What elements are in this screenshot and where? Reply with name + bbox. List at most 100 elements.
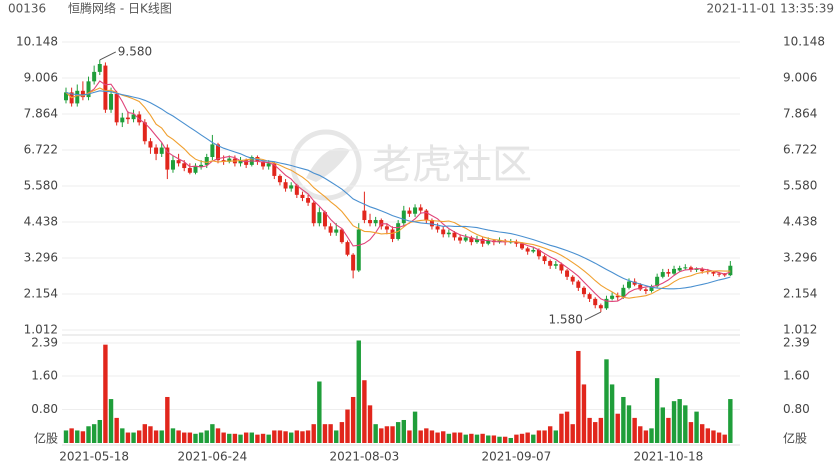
candle-body bbox=[277, 175, 282, 183]
y-tick-label: 3.296 bbox=[24, 251, 58, 265]
y-tick-label-right: 1.012 bbox=[783, 323, 817, 337]
volume-bar bbox=[317, 381, 322, 443]
volume-bar bbox=[666, 417, 671, 443]
candle-body bbox=[570, 276, 575, 282]
candle-body bbox=[441, 229, 446, 235]
candle-body bbox=[300, 194, 305, 198]
volume-bar bbox=[339, 422, 345, 443]
volume-bar bbox=[142, 424, 148, 443]
volume-bar bbox=[69, 428, 74, 443]
volume-bar bbox=[649, 428, 654, 443]
y-tick-label-right: 10.148 bbox=[783, 35, 825, 49]
candle-body bbox=[125, 117, 130, 120]
x-tick-label: 2021-06-24 bbox=[178, 450, 248, 464]
volume-bar bbox=[699, 424, 705, 443]
candle-body bbox=[322, 212, 327, 227]
volume-bar bbox=[508, 437, 513, 443]
volume-bar bbox=[260, 433, 266, 443]
volume-bar bbox=[255, 434, 260, 443]
volume-bar bbox=[153, 430, 159, 443]
candle-body bbox=[339, 229, 344, 243]
volume-bar bbox=[598, 417, 604, 443]
candle-body bbox=[120, 117, 125, 123]
candle-body bbox=[311, 202, 316, 224]
candle-body bbox=[435, 226, 440, 230]
candle-body bbox=[294, 185, 299, 195]
volume-bar bbox=[683, 405, 688, 443]
min-label: 1.580 bbox=[548, 313, 582, 327]
stock-code: 00136 bbox=[8, 2, 46, 16]
candle-body bbox=[193, 166, 198, 173]
candle-body bbox=[474, 238, 479, 243]
volume-bar bbox=[187, 432, 193, 443]
candle-body bbox=[351, 254, 356, 271]
volume-bar bbox=[238, 434, 243, 443]
candle-body bbox=[542, 256, 547, 262]
candle-body bbox=[148, 141, 153, 148]
candle-body bbox=[565, 270, 570, 277]
candle-body bbox=[142, 122, 147, 142]
candle-body bbox=[638, 284, 643, 290]
candle-body bbox=[655, 276, 660, 287]
volume-bar bbox=[193, 433, 198, 443]
volume-bar bbox=[525, 432, 530, 443]
volume-bar bbox=[108, 399, 114, 443]
candle-body bbox=[452, 232, 457, 238]
candle-body bbox=[92, 71, 97, 82]
volume-bar bbox=[356, 340, 361, 443]
x-tick-label: 2021-10-18 bbox=[634, 450, 704, 464]
volume-bar bbox=[688, 422, 694, 443]
volume-bar bbox=[379, 428, 384, 443]
volume-bar bbox=[722, 434, 727, 443]
volume-bar bbox=[705, 428, 711, 443]
volume-bar bbox=[474, 434, 480, 443]
volume-bar bbox=[401, 419, 406, 443]
candle-body bbox=[643, 289, 648, 291]
candle-body bbox=[610, 295, 615, 299]
volume-bar bbox=[328, 424, 333, 443]
candle-body bbox=[97, 64, 102, 72]
volume-bar bbox=[463, 434, 468, 443]
volume-bar bbox=[418, 430, 423, 443]
volume-bar bbox=[75, 430, 80, 443]
volume-bar bbox=[412, 411, 418, 443]
volume-bar bbox=[125, 432, 131, 443]
x-tick-label: 2021-09-07 bbox=[482, 450, 552, 464]
volume-bar bbox=[367, 405, 373, 443]
candle-body bbox=[576, 281, 581, 288]
min-pointer bbox=[584, 311, 602, 321]
volume-bar bbox=[716, 432, 722, 443]
y-tick-label: 6.722 bbox=[24, 143, 58, 157]
candle-body bbox=[694, 268, 699, 270]
candle-body bbox=[413, 207, 418, 214]
candle-body bbox=[137, 114, 142, 123]
volume-bar bbox=[480, 433, 485, 443]
volume-bar bbox=[289, 432, 294, 443]
volume-bar bbox=[159, 430, 164, 443]
candle-body bbox=[210, 144, 215, 157]
candle-body bbox=[469, 237, 474, 243]
x-tick-label: 2021-05-18 bbox=[59, 450, 129, 464]
volume-bar bbox=[182, 432, 187, 443]
candle-body bbox=[598, 305, 603, 309]
volume-tick-label-right: 1.60 bbox=[783, 369, 810, 383]
candle-body bbox=[283, 182, 288, 189]
volume-bar bbox=[215, 428, 221, 443]
volume-bar bbox=[345, 409, 350, 443]
candle-body bbox=[604, 298, 609, 309]
volume-bar bbox=[334, 430, 339, 443]
candle-body bbox=[75, 90, 80, 104]
candle-body bbox=[553, 264, 558, 266]
candle-body bbox=[159, 147, 164, 154]
candle-body bbox=[362, 210, 367, 221]
candle-body bbox=[632, 281, 637, 285]
logo-shape bbox=[306, 147, 350, 182]
volume-bar bbox=[165, 396, 170, 443]
candle-body bbox=[131, 114, 136, 120]
candle-body bbox=[64, 92, 68, 101]
volume-bar bbox=[103, 344, 108, 443]
candle-body bbox=[615, 295, 620, 298]
candle-body bbox=[272, 163, 277, 176]
volume-bar bbox=[390, 426, 395, 443]
volume-bar bbox=[452, 432, 457, 443]
